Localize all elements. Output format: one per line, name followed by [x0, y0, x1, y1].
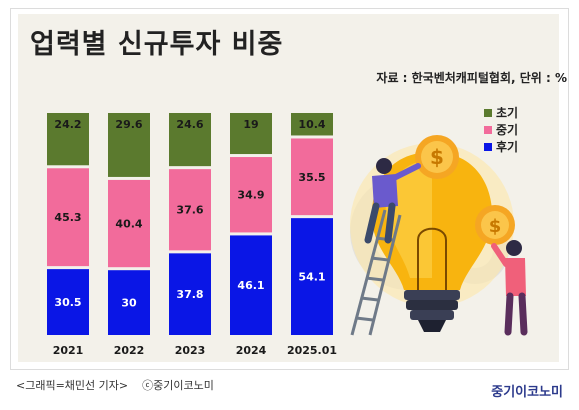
coin-icon: $	[415, 135, 459, 179]
data-label-mid-2023: 37.6	[176, 204, 203, 217]
legend-label-early: 초기	[496, 106, 519, 120]
bar-segment-late-2023	[169, 253, 211, 335]
bar-segment-early-2025.01	[291, 113, 333, 136]
legend-item-early: 초기	[484, 104, 518, 121]
bar-segment-late-2022	[108, 270, 150, 335]
data-label-late-2024: 46.1	[237, 279, 264, 292]
data-label-early-2022: 29.6	[115, 118, 142, 131]
x-tick-label-2023: 2023	[175, 344, 206, 357]
bar-segment-late-2021	[47, 269, 89, 335]
svg-text:$: $	[430, 145, 444, 169]
legend-label-mid: 중기	[496, 123, 519, 137]
x-tick-label-2021: 2021	[53, 344, 84, 357]
x-tick-label-2024: 2024	[236, 344, 267, 357]
x-tick-label-2022: 2022	[114, 344, 145, 357]
data-label-early-2024: 19	[243, 118, 258, 131]
legend-item-mid: 중기	[484, 121, 518, 138]
ladder-icon	[350, 209, 402, 336]
image-caption: <그래픽=채민선 기자> ⓒ중기이코노미	[16, 377, 214, 393]
x-tick-label-2025.01: 2025.01	[287, 344, 337, 357]
caption-copyright: ⓒ중기이코노미	[142, 379, 214, 392]
legend-item-late: 후기	[484, 138, 518, 155]
bar-segment-early-2023	[169, 113, 211, 167]
data-label-early-2025.01: 10.4	[298, 118, 325, 131]
bar-segment-mid-2023	[169, 169, 211, 251]
person-climbing-icon	[364, 158, 421, 244]
bar-segment-mid-2021	[47, 168, 89, 267]
data-label-late-2025.01: 54.1	[298, 271, 325, 284]
bar-segment-mid-2022	[108, 179, 150, 268]
bar-segment-late-2024	[230, 235, 272, 335]
bar-segment-mid-2025.01	[291, 138, 333, 216]
legend-swatch-late	[484, 142, 492, 151]
data-label-late-2021: 30.5	[54, 296, 81, 309]
caption-credit: <그래픽=채민선 기자>	[16, 379, 129, 392]
data-label-mid-2022: 40.4	[115, 218, 142, 231]
data-label-early-2023: 24.6	[176, 118, 203, 131]
legend-swatch-mid	[484, 125, 492, 134]
source-note: 자료 : 한국벤처캐피털협회, 단위 : %	[376, 71, 567, 85]
svg-text:$: $	[489, 216, 502, 237]
bar-segment-early-2024	[230, 113, 272, 155]
bar-segment-early-2021	[47, 113, 89, 166]
chart-title: 업력별 신규투자 비중	[30, 29, 284, 60]
data-label-mid-2024: 34.9	[237, 189, 264, 202]
data-label-mid-2021: 45.3	[54, 211, 81, 224]
data-label-early-2021: 24.2	[54, 118, 81, 131]
data-label-late-2022: 30	[121, 297, 137, 310]
legend-swatch-early	[484, 108, 492, 117]
coin-icon: $	[475, 205, 515, 245]
chart-legend: 초기 중기 후기	[484, 104, 518, 155]
bar-segment-late-2025.01	[291, 218, 333, 335]
data-label-late-2023: 37.8	[176, 288, 203, 301]
brand-logo: 중기이코노미	[491, 385, 563, 400]
bar-segment-mid-2024	[230, 157, 272, 233]
person-standing-icon	[491, 240, 528, 336]
data-label-mid-2025.01: 35.5	[298, 171, 325, 184]
bar-segment-early-2022	[108, 113, 150, 177]
legend-label-late: 후기	[496, 140, 519, 154]
